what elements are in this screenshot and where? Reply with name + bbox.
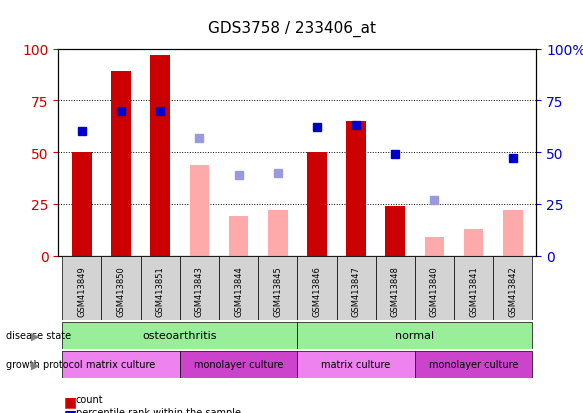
Text: GSM413845: GSM413845 bbox=[273, 266, 282, 316]
Bar bbox=[415, 256, 454, 320]
Bar bbox=[189, 165, 209, 256]
Bar bbox=[424, 237, 444, 256]
Bar bbox=[415, 351, 532, 378]
Bar bbox=[346, 122, 366, 256]
Text: GSM413842: GSM413842 bbox=[508, 266, 517, 316]
Text: GSM413851: GSM413851 bbox=[156, 266, 164, 316]
Text: GSM413849: GSM413849 bbox=[78, 266, 86, 316]
Bar bbox=[180, 351, 297, 378]
Text: monolayer culture: monolayer culture bbox=[429, 359, 518, 370]
Bar bbox=[297, 256, 336, 320]
Text: osteoarthritis: osteoarthritis bbox=[142, 330, 217, 341]
Bar bbox=[454, 256, 493, 320]
Text: GSM413843: GSM413843 bbox=[195, 266, 204, 316]
Bar bbox=[62, 256, 101, 320]
Text: GSM413840: GSM413840 bbox=[430, 266, 439, 316]
Bar bbox=[229, 217, 248, 256]
Text: ■: ■ bbox=[64, 394, 78, 408]
Bar bbox=[268, 211, 287, 256]
Bar bbox=[336, 256, 375, 320]
Bar bbox=[62, 351, 180, 378]
Bar bbox=[307, 153, 326, 256]
Text: matrix culture: matrix culture bbox=[86, 359, 156, 370]
Bar bbox=[503, 211, 522, 256]
Text: percentile rank within the sample: percentile rank within the sample bbox=[76, 407, 241, 413]
Bar bbox=[111, 72, 131, 256]
Text: GSM413846: GSM413846 bbox=[312, 266, 321, 316]
Bar bbox=[141, 256, 180, 320]
Text: GSM413841: GSM413841 bbox=[469, 266, 478, 316]
Text: ▶: ▶ bbox=[31, 359, 39, 370]
Text: matrix culture: matrix culture bbox=[321, 359, 391, 370]
Bar bbox=[62, 322, 297, 349]
Text: GSM413850: GSM413850 bbox=[117, 266, 125, 316]
Bar bbox=[150, 56, 170, 256]
Bar bbox=[101, 256, 141, 320]
Bar bbox=[72, 153, 92, 256]
Bar bbox=[385, 206, 405, 256]
Text: ▶: ▶ bbox=[31, 330, 39, 341]
Text: GSM413848: GSM413848 bbox=[391, 266, 400, 316]
Text: GSM413847: GSM413847 bbox=[352, 266, 361, 316]
Text: GDS3758 / 233406_at: GDS3758 / 233406_at bbox=[208, 21, 375, 37]
Bar bbox=[375, 256, 415, 320]
Bar bbox=[219, 256, 258, 320]
Bar bbox=[180, 256, 219, 320]
Text: count: count bbox=[76, 394, 103, 404]
Text: ■: ■ bbox=[64, 407, 78, 413]
Bar bbox=[297, 351, 415, 378]
Text: disease state: disease state bbox=[6, 330, 71, 341]
Bar bbox=[258, 256, 297, 320]
Bar bbox=[297, 322, 532, 349]
Text: normal: normal bbox=[395, 330, 434, 341]
Bar bbox=[493, 256, 532, 320]
Text: GSM413844: GSM413844 bbox=[234, 266, 243, 316]
Text: monolayer culture: monolayer culture bbox=[194, 359, 283, 370]
Bar bbox=[464, 229, 483, 256]
Text: growth protocol: growth protocol bbox=[6, 359, 82, 370]
